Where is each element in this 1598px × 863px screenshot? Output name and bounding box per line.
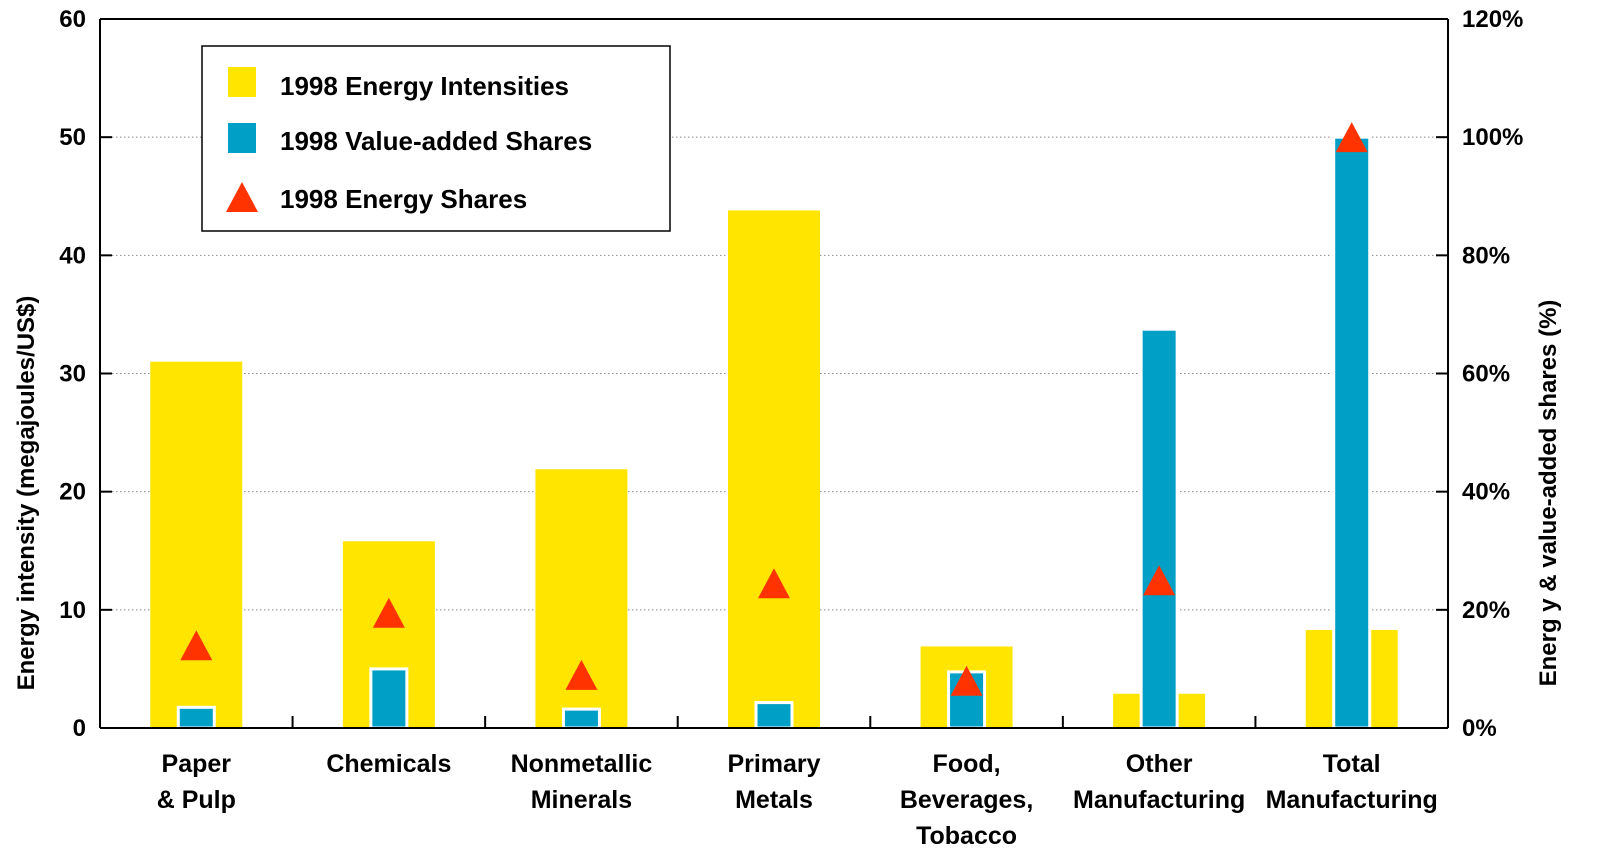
energy-share-marker — [950, 665, 983, 696]
category-label-line: Primary — [727, 750, 820, 778]
category-label: Food, Beverages, Tobacco — [900, 750, 1033, 850]
energy-intensity-bars — [150, 210, 1398, 728]
category-labels: Paper & Pulp Chemicals Nonmetallic Minerals P… — [157, 750, 1438, 850]
left-tick-label: 60 — [59, 6, 86, 33]
category-label: Other Manufacturing — [1073, 750, 1245, 814]
energy-intensity-bar — [150, 361, 243, 728]
legend: 1998 Energy Intensities 1998 Value-added… — [201, 45, 671, 232]
value-added-share-bar — [176, 705, 216, 730]
legend-swatch-energy-share — [226, 182, 258, 212]
category-label-line: & Pulp — [157, 786, 236, 814]
left-tick-label: 30 — [59, 361, 86, 388]
energy-share-marker — [180, 630, 213, 661]
energy-share-marker — [758, 568, 790, 599]
category-label: Chemicals — [326, 750, 451, 778]
right-axis-ticks: 0% 20% 40% 60% 80% 100% 120% — [1436, 6, 1523, 742]
energy-share-marker — [372, 597, 405, 628]
value-added-share-bars — [176, 135, 1372, 730]
category-label-line: Tobacco — [916, 822, 1017, 850]
energy-share-marker — [1335, 122, 1368, 153]
value-added-share-bar — [561, 707, 601, 730]
left-tick-label: 50 — [59, 124, 86, 151]
value-added-share-bar — [754, 701, 794, 730]
value-added-share-bar — [1139, 327, 1179, 730]
category-label-line: Other — [1126, 750, 1193, 778]
energy-intensity-bar — [728, 210, 820, 728]
value-added-share-bar — [369, 667, 409, 730]
category-label: Primary Metals — [727, 750, 820, 814]
category-label-line: Paper — [162, 750, 232, 778]
energy-share-marker — [565, 659, 598, 690]
category-label-line: Metals — [735, 786, 813, 814]
right-tick-label: 0% — [1462, 715, 1497, 742]
legend-label-energy-intensity: 1998 Energy Intensities — [280, 71, 569, 101]
category-label-line: Food, — [933, 750, 1001, 778]
left-axis-title: Energy intensity (megajoules/US$) — [13, 296, 40, 691]
category-label-line: Manufacturing — [1073, 786, 1245, 814]
left-tick-label: 20 — [59, 479, 86, 506]
category-label-line: Manufacturing — [1266, 786, 1438, 814]
right-tick-label: 20% — [1462, 597, 1510, 624]
legend-label-energy-share: 1998 Energy Shares — [280, 184, 527, 214]
legend-swatch-energy-intensity — [228, 67, 256, 97]
right-tick-label: 60% — [1462, 361, 1510, 388]
category-label-line: Beverages, — [900, 786, 1033, 814]
left-tick-label: 40 — [59, 242, 86, 269]
legend-swatch-value-added-share — [228, 123, 256, 153]
category-label: Paper & Pulp — [157, 750, 236, 814]
category-label: Total Manufacturing — [1266, 750, 1438, 814]
energy-share-marker — [1143, 565, 1176, 596]
category-label-line: Nonmetallic — [511, 750, 653, 778]
right-axis-title: Energ y & value-added shares (%) — [1535, 300, 1562, 687]
category-label-line: Total — [1323, 750, 1381, 778]
legend-label-value-added-share: 1998 Value-added Shares — [280, 126, 592, 156]
right-tick-label: 100% — [1462, 124, 1523, 151]
energy-share-markers — [180, 122, 1368, 696]
category-label-line: Chemicals — [326, 750, 451, 778]
left-axis-ticks: 0 10 20 30 40 50 60 — [59, 6, 112, 742]
right-tick-label: 40% — [1462, 479, 1510, 506]
right-tick-label: 120% — [1462, 6, 1523, 33]
category-label-line: Minerals — [531, 786, 632, 814]
category-label: Nonmetallic Minerals — [511, 750, 653, 814]
value-added-share-bar — [1332, 135, 1372, 730]
right-tick-label: 80% — [1462, 242, 1510, 269]
legend-box — [201, 45, 671, 232]
left-tick-label: 10 — [59, 597, 86, 624]
left-tick-label: 0 — [73, 715, 86, 742]
